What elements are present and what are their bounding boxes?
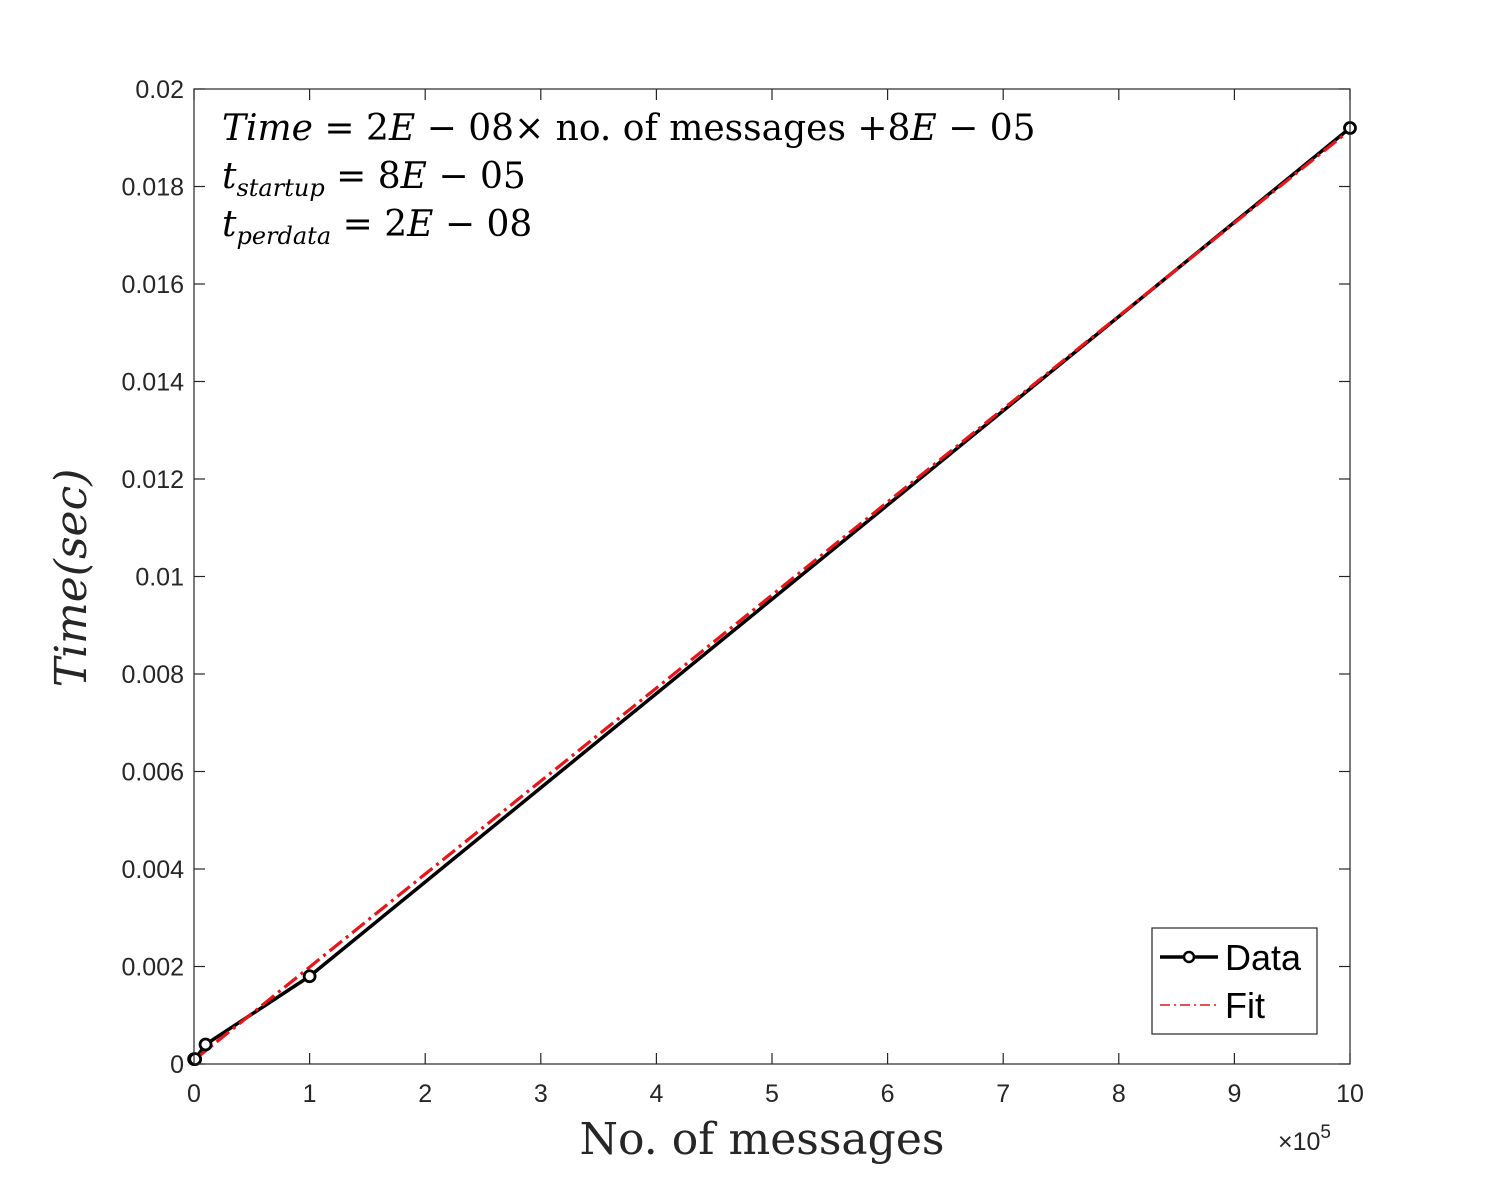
- legend-data-label: Data: [1225, 937, 1302, 978]
- data-point-1: [188, 1052, 203, 1067]
- y-axis-title: Time(sec): [46, 469, 97, 688]
- tick-marks: [193, 88, 1351, 1065]
- y-tick-label-8: 0.016: [121, 271, 184, 299]
- x-tick-label-8: 8: [1112, 1080, 1126, 1108]
- x-exponent-label: ×105: [1278, 1122, 1331, 1156]
- y-tick-label-3: 0.006: [121, 759, 184, 787]
- plot-area: [194, 89, 1350, 1064]
- x-tick-labels: 0 1 2 3 4 5 6 7 8 9 10: [187, 1080, 1364, 1108]
- legend: Data Fit: [1151, 927, 1318, 1035]
- y-tick-label-2: 0.004: [121, 856, 184, 884]
- x-tick-label-7: 7: [996, 1080, 1010, 1108]
- y-tick-label-1: 0.002: [121, 954, 184, 982]
- legend-fit-label: Fit: [1225, 985, 1265, 1026]
- x-tick-label-5: 5: [765, 1080, 779, 1108]
- legend-box: [1151, 927, 1318, 1035]
- y-tick-label-6: 0.012: [121, 466, 184, 494]
- x-tick-label-10: 10: [1336, 1080, 1364, 1108]
- x-tick-label-0: 0: [187, 1080, 201, 1108]
- x-axis-title: No. of messages: [580, 1114, 945, 1165]
- legend-data-marker: [1182, 950, 1196, 964]
- equation-annotation: Time = 2E − 08× no. of messages +8E − 05: [222, 108, 1036, 149]
- y-tick-labels: 0 0.002 0.004 0.006 0.008 0.01 0.012 0.014 0.016…: [121, 76, 184, 1079]
- perdata-annotation: tperdata = 2E − 08: [222, 204, 532, 250]
- x-tick-label-6: 6: [881, 1080, 895, 1108]
- y-tick-label-7: 0.014: [121, 369, 184, 397]
- x-tick-label-3: 3: [534, 1080, 548, 1108]
- startup-annotation: tstartup = 8E − 05: [222, 156, 526, 202]
- y-tick-label-5: 0.01: [135, 564, 184, 592]
- x-tick-label-1: 1: [303, 1080, 317, 1108]
- data-point-2: [198, 1037, 213, 1052]
- y-tick-label-10: 0.02: [135, 76, 184, 104]
- plot-box: [193, 88, 1351, 1065]
- y-tick-label-9: 0.018: [121, 174, 184, 202]
- y-tick-label-4: 0.008: [121, 661, 184, 689]
- y-tick-label-0: 0: [170, 1051, 184, 1079]
- x-tick-label-2: 2: [418, 1080, 432, 1108]
- x-tick-label-9: 9: [1227, 1080, 1241, 1108]
- x-tick-label-4: 4: [649, 1080, 663, 1108]
- data-point-3: [302, 969, 317, 984]
- series-fit-line: [192, 128, 1352, 1062]
